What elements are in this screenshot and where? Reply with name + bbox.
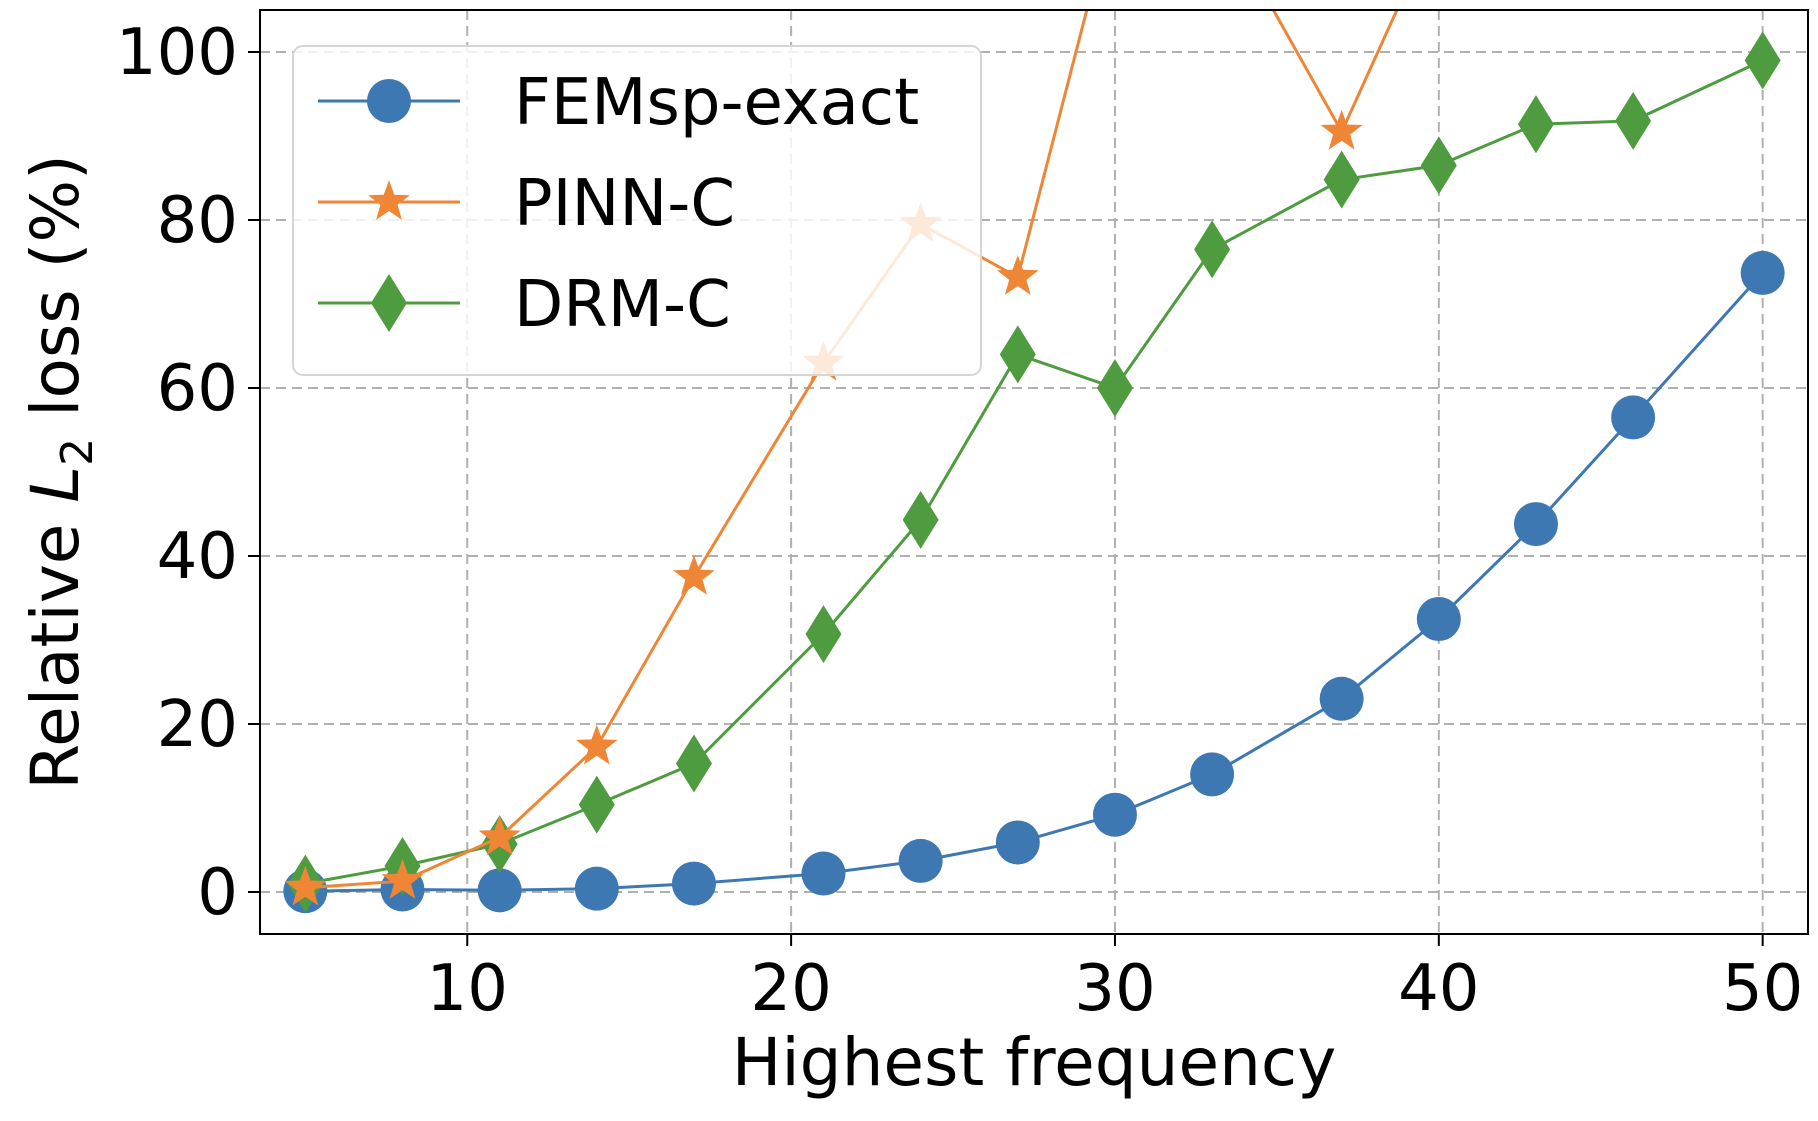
data-point [902, 490, 939, 549]
y-axis-label-prefix: Relative [17, 503, 94, 790]
data-point [1615, 91, 1652, 150]
legend-label: FEMsp-exact [514, 66, 919, 140]
y-tick-label: 80 [157, 184, 238, 258]
legend-label: PINN-C [514, 167, 735, 241]
y-axis-label-variable: L [17, 466, 94, 503]
x-axis-label: Highest frequency [732, 1024, 1337, 1101]
data-point [1190, 752, 1235, 797]
x-tick-label: 10 [427, 952, 508, 1026]
data-point [801, 851, 846, 896]
ticks: 10 20 30 40 50 0 20 40 60 80 100 [116, 16, 1804, 1026]
x-tick-label: 50 [1722, 952, 1803, 1026]
legend-entry: PINN-C [318, 167, 735, 241]
data-point [996, 255, 1039, 295]
data-point [381, 859, 424, 899]
data-point [284, 865, 327, 906]
data-point [1420, 136, 1457, 195]
y-tick-label: 100 [116, 16, 238, 90]
y-axis-label: Relative L2 loss (%) [17, 154, 103, 790]
data-point [575, 724, 618, 765]
data-point [898, 838, 943, 883]
legend-entry: FEMsp-exact [318, 66, 919, 140]
y-axis-label-suffix: loss (%) [17, 154, 94, 438]
y-tick-label: 0 [197, 856, 238, 930]
y-tick-label: 40 [157, 520, 238, 594]
legend: FEMsp-exact PINN-C DRM-C [292, 45, 982, 376]
x-tick-label: 30 [1074, 952, 1155, 1026]
data-point [1611, 395, 1656, 440]
y-tick-label: 60 [157, 352, 238, 426]
data-point [1744, 31, 1781, 90]
data-point [1416, 597, 1461, 641]
data-point [574, 866, 619, 911]
data-point [1513, 502, 1558, 547]
data-point [995, 820, 1040, 865]
data-point [578, 775, 615, 834]
data-point [1194, 220, 1231, 279]
data-point [478, 815, 521, 856]
data-point [673, 555, 715, 595]
data-point [999, 325, 1036, 384]
legend-box [292, 45, 982, 376]
legend-label: DRM-C [514, 268, 731, 342]
legend-marker [367, 79, 411, 123]
data-point [1319, 676, 1364, 721]
data-point [1740, 250, 1785, 295]
data-point [1517, 95, 1554, 154]
data-point [671, 861, 716, 906]
data-point [477, 868, 522, 913]
data-point [1320, 109, 1363, 150]
data-point [675, 734, 712, 793]
data-point [1323, 150, 1360, 209]
y-tick-label: 20 [157, 688, 238, 762]
x-tick-label: 40 [1398, 952, 1479, 1026]
data-point [1096, 359, 1133, 417]
legend-marker [371, 274, 407, 332]
legend-entry: DRM-C [318, 268, 731, 342]
data-point [805, 605, 842, 664]
x-tick-label: 20 [750, 952, 831, 1026]
legend-marker [368, 180, 410, 220]
data-point [1092, 792, 1137, 837]
y-axis-label-subscript: 2 [52, 438, 103, 466]
plot-frame [259, 9, 1809, 935]
